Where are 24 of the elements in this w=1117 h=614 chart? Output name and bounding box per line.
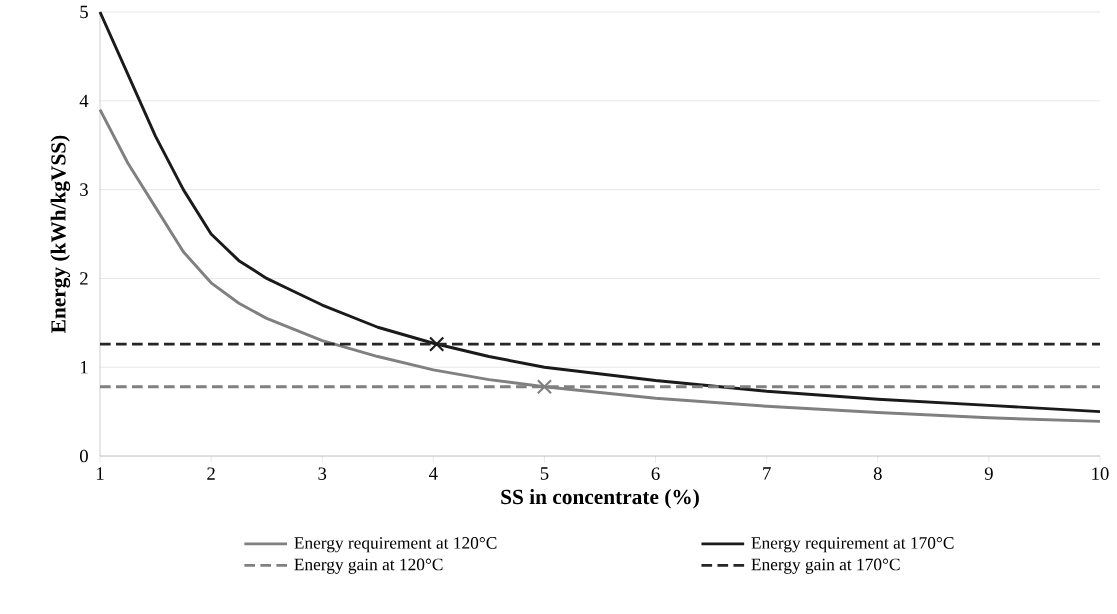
x-tick-label: 5 xyxy=(540,467,549,480)
x-tick-label: 7 xyxy=(763,467,771,480)
y-tick-label: 2 xyxy=(80,272,88,285)
x-axis-title: SS in concentrate (%) xyxy=(501,489,699,509)
x-tick-label: 8 xyxy=(873,467,882,480)
x-tick-label: 1 xyxy=(96,467,104,480)
legend-label: Energy requirement at 120°C xyxy=(294,537,497,553)
x-tick-label: 10 xyxy=(1092,467,1109,480)
y-tick-label: 3 xyxy=(80,183,88,196)
x-tick-label: 6 xyxy=(651,467,660,480)
legend-label: Energy gain at 120°C xyxy=(294,558,443,574)
x-tick-label: 3 xyxy=(318,467,327,480)
y-tick-label: 5 xyxy=(80,5,88,19)
legend-label: Energy gain at 170°C xyxy=(751,558,900,574)
line-series xyxy=(98,10,1102,414)
y-tick-label: 4 xyxy=(79,94,89,107)
y-axis-title: Energy (kWh/kgVSS) xyxy=(50,135,71,333)
y-tick-label: 1 xyxy=(80,361,88,374)
y-tick-label: 0 xyxy=(80,449,88,463)
legend-label: Energy requirement at 170°C xyxy=(751,537,954,553)
line-series xyxy=(98,108,1102,423)
x-tick-label: 4 xyxy=(429,467,438,480)
x-tick-label: 9 xyxy=(984,467,993,480)
x-tick-label: 2 xyxy=(207,467,215,480)
